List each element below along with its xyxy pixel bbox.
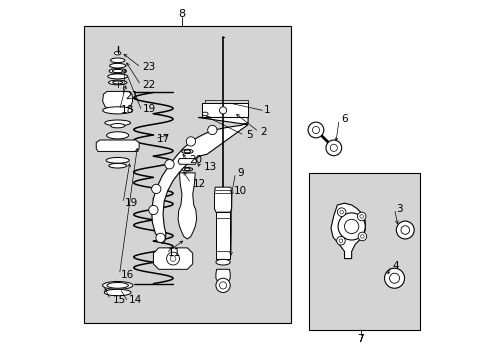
Ellipse shape	[104, 289, 131, 296]
Text: 18: 18	[121, 105, 134, 115]
Polygon shape	[216, 269, 230, 282]
Polygon shape	[102, 91, 132, 111]
Text: 11: 11	[167, 248, 181, 258]
Ellipse shape	[106, 157, 129, 163]
Text: 1: 1	[264, 105, 270, 115]
Ellipse shape	[102, 107, 132, 114]
Ellipse shape	[182, 167, 192, 171]
Circle shape	[219, 107, 226, 114]
Ellipse shape	[114, 51, 121, 55]
Ellipse shape	[102, 282, 133, 289]
Text: 17: 17	[157, 134, 170, 144]
Ellipse shape	[181, 149, 193, 154]
Polygon shape	[178, 158, 196, 164]
Text: 23: 23	[142, 63, 156, 72]
Polygon shape	[151, 117, 247, 244]
Circle shape	[307, 122, 323, 138]
Ellipse shape	[109, 63, 125, 68]
Text: 19: 19	[124, 198, 138, 208]
Ellipse shape	[202, 112, 207, 116]
Polygon shape	[330, 203, 365, 258]
Circle shape	[329, 144, 337, 152]
Circle shape	[207, 125, 217, 135]
Circle shape	[389, 273, 399, 283]
Text: 22: 22	[142, 80, 156, 90]
Ellipse shape	[106, 132, 128, 139]
Text: 10: 10	[233, 186, 246, 196]
Circle shape	[395, 221, 413, 239]
Circle shape	[216, 278, 230, 293]
Ellipse shape	[112, 81, 122, 84]
Circle shape	[357, 212, 365, 221]
Ellipse shape	[108, 80, 127, 85]
Text: 9: 9	[237, 168, 244, 178]
Ellipse shape	[216, 259, 230, 265]
Circle shape	[359, 215, 363, 218]
Bar	[216, 212, 230, 258]
Text: 15: 15	[112, 295, 125, 305]
Text: 4: 4	[392, 261, 399, 271]
Text: 7: 7	[357, 334, 363, 344]
Circle shape	[219, 282, 226, 289]
Text: 20: 20	[189, 156, 202, 165]
Polygon shape	[153, 248, 192, 269]
Ellipse shape	[184, 168, 190, 171]
Circle shape	[325, 140, 341, 156]
Ellipse shape	[110, 123, 124, 128]
Circle shape	[357, 232, 366, 241]
Circle shape	[400, 226, 408, 234]
Text: 8: 8	[178, 9, 185, 19]
Circle shape	[312, 126, 319, 134]
Polygon shape	[214, 187, 231, 212]
Circle shape	[360, 235, 364, 238]
Text: 21: 21	[124, 91, 138, 101]
Ellipse shape	[104, 120, 130, 126]
Circle shape	[170, 256, 176, 261]
Circle shape	[164, 159, 174, 169]
Ellipse shape	[108, 163, 126, 168]
Circle shape	[344, 219, 358, 234]
Text: 14: 14	[128, 295, 142, 305]
Polygon shape	[96, 140, 139, 152]
Text: 12: 12	[192, 179, 205, 189]
Bar	[83, 26, 290, 323]
Text: 3: 3	[395, 203, 402, 213]
Circle shape	[156, 233, 165, 243]
Ellipse shape	[109, 68, 126, 73]
Text: 6: 6	[340, 114, 347, 124]
Circle shape	[151, 184, 161, 194]
Circle shape	[337, 208, 345, 216]
Text: 13: 13	[203, 162, 216, 172]
Circle shape	[339, 210, 343, 214]
Text: 2: 2	[260, 127, 266, 137]
Circle shape	[339, 239, 342, 243]
Text: 5: 5	[246, 130, 252, 140]
Circle shape	[336, 237, 345, 245]
Circle shape	[384, 268, 404, 288]
Circle shape	[148, 205, 158, 215]
Bar	[308, 173, 419, 330]
Ellipse shape	[184, 150, 190, 153]
Text: 16: 16	[121, 270, 134, 280]
Ellipse shape	[110, 58, 124, 63]
Ellipse shape	[112, 69, 123, 73]
Circle shape	[166, 252, 179, 265]
Polygon shape	[201, 103, 247, 117]
Text: 7: 7	[357, 334, 363, 344]
Circle shape	[186, 137, 195, 146]
Circle shape	[337, 213, 365, 240]
Ellipse shape	[107, 74, 127, 79]
Polygon shape	[178, 173, 196, 239]
Ellipse shape	[107, 283, 128, 288]
Text: 19: 19	[142, 104, 156, 113]
